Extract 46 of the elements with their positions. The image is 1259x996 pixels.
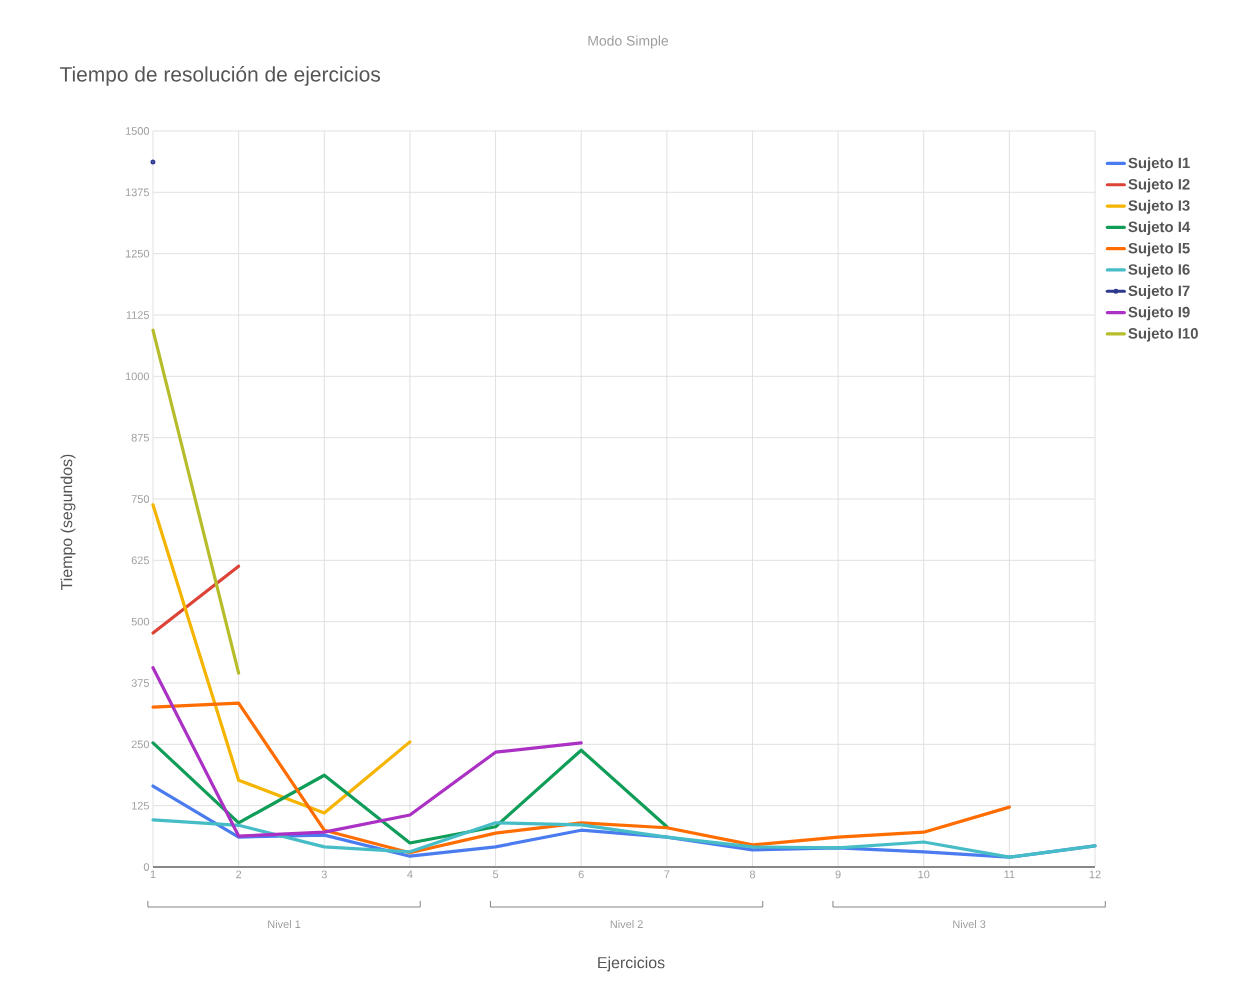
legend-label: Sujeto I1	[1128, 157, 1190, 172]
y-tick-label: 875	[131, 433, 150, 442]
y-tick-label: 375	[131, 679, 150, 687]
x-tick-label: 7	[664, 870, 670, 879]
text: Nivel 3	[953, 919, 986, 929]
line-series	[151, 503, 412, 815]
text: Nivel 1	[268, 919, 301, 929]
y-tick-label: 1375	[125, 188, 150, 197]
legend-label: Sujeto I5	[1128, 242, 1190, 257]
legend-label: Sujeto I10	[1128, 327, 1198, 342]
x-tick-label: 4	[407, 870, 413, 879]
legend-label: Sujeto I4	[1128, 221, 1191, 236]
legend-label: Sujeto I9	[1128, 306, 1190, 321]
x-tick-label: 1	[150, 870, 156, 879]
x-tick-label: 10	[918, 870, 930, 879]
chart-subtitle: Modo Simple	[588, 35, 669, 49]
x-tick-label: 8	[749, 870, 756, 879]
line-series	[151, 818, 1097, 859]
legend-label: Sujeto I2	[1128, 178, 1190, 193]
x-axis-title: Ejercicios	[598, 956, 665, 972]
x-tick-label: 2	[236, 870, 242, 879]
chart-title: Tiempo de resolución de ejercicios	[59, 66, 381, 86]
y-tick-label: 750	[131, 495, 150, 503]
y-tick-label: 0	[143, 863, 150, 871]
y-tick-label: 1125	[126, 311, 150, 319]
x-tick-label: 3	[321, 870, 327, 879]
y-tick-label: 500	[131, 617, 150, 626]
legend-label: Sujeto I6	[1128, 263, 1190, 278]
line-series	[151, 741, 669, 845]
text: Nivel 2	[610, 919, 643, 929]
y-tick-label: 250	[131, 740, 150, 749]
line-series	[151, 666, 583, 838]
y-tick-label: 1500	[125, 127, 150, 135]
x-tick-label: 6	[578, 870, 584, 879]
y-tick-label: 1250	[125, 249, 150, 258]
x-tick-label: 9	[835, 870, 841, 879]
y-tick-label: 1000	[125, 372, 150, 381]
x-tick-label: 5	[492, 870, 499, 879]
y-tick-label: 125	[132, 801, 150, 810]
x-tick-label: 12	[1089, 870, 1101, 879]
y-tick-label: 625	[131, 556, 150, 565]
legend-label: Sujeto I7	[1128, 285, 1190, 300]
legend-label: Sujeto I3	[1128, 199, 1190, 214]
line-series	[151, 701, 1011, 855]
x-tick-label: 11	[1004, 870, 1015, 879]
y-axis-title: Tiempo (segundos)	[60, 454, 76, 590]
